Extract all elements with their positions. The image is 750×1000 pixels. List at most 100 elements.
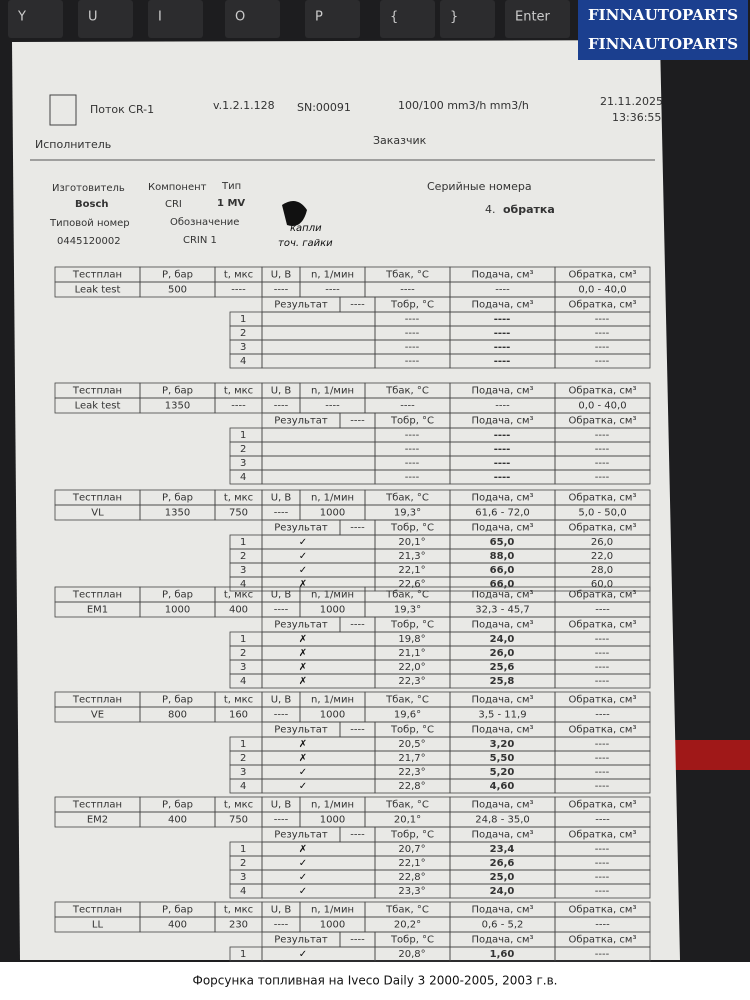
- result-header: Подача, см³: [471, 725, 533, 736]
- value: 4.: [485, 203, 496, 216]
- column-header: Тестплан: [72, 695, 122, 706]
- result-header: Тобр, °C: [390, 830, 434, 841]
- cell-value: 20,2°: [394, 920, 421, 931]
- column-header: n, 1/мин: [311, 270, 354, 281]
- result-header: Результат: [274, 830, 328, 841]
- cell-value: 19,3°: [394, 605, 421, 616]
- time: 13:36:55: [612, 111, 661, 124]
- date: 21.11.2025: [600, 95, 663, 108]
- column-header: Tбак, °C: [385, 493, 429, 504]
- row-number: 2: [240, 444, 246, 455]
- return: 26,0: [591, 537, 613, 548]
- key-label: O: [235, 10, 245, 25]
- temperature: ----: [405, 328, 420, 339]
- cell-value: 800: [168, 710, 187, 721]
- cell-value: ----: [595, 920, 610, 931]
- cell-value: 1000: [165, 605, 190, 616]
- cell-value: Leak test: [75, 401, 121, 412]
- key: [225, 0, 280, 38]
- feed: ----: [494, 328, 511, 339]
- feed: 66,0: [490, 565, 515, 576]
- result-header: Тобр, °C: [390, 300, 434, 311]
- serial: SN:00091: [297, 101, 351, 114]
- cell-value: 500: [168, 285, 187, 296]
- cell-value: LL: [92, 920, 104, 931]
- return: ----: [595, 844, 610, 855]
- cell-value: ----: [274, 710, 289, 721]
- column-header: Tбак, °C: [385, 590, 429, 601]
- return: ----: [595, 858, 610, 869]
- temperature: 20,1°: [398, 537, 425, 548]
- column-header: Обратка, см³: [569, 800, 637, 811]
- feed: 65,0: [490, 537, 515, 548]
- cell-value: ----: [274, 920, 289, 931]
- temperature: 22,8°: [398, 872, 425, 883]
- cell-value: ----: [274, 285, 289, 296]
- column-header: t, мкс: [224, 270, 253, 281]
- return: ----: [595, 676, 610, 687]
- column-header: Обратка, см³: [569, 270, 637, 281]
- feed: 25,8: [490, 676, 515, 687]
- column-header: Tбак, °C: [385, 386, 429, 397]
- check-mark: ✓: [299, 551, 307, 562]
- check-mark: ✗: [299, 662, 307, 673]
- temperature: ----: [405, 444, 420, 455]
- watermark-box: [578, 0, 748, 60]
- return: ----: [595, 767, 610, 778]
- temperature: 22,1°: [398, 565, 425, 576]
- column-header: U, В: [271, 695, 292, 706]
- cell-value: VL: [91, 508, 104, 519]
- column-header: Tбак, °C: [385, 800, 429, 811]
- program: Поток CR-1: [90, 103, 154, 116]
- cell-value: ----: [400, 285, 415, 296]
- cell-value: ----: [274, 815, 289, 826]
- result-header: ----: [350, 523, 365, 534]
- result-header: Обратка, см³: [569, 523, 637, 534]
- row-number: 4: [240, 579, 246, 590]
- cell-value: 0,6 - 5,2: [482, 920, 524, 931]
- cell-value: ----: [325, 285, 340, 296]
- result-header: ----: [350, 725, 365, 736]
- row-number: 1: [240, 634, 246, 645]
- column-header: Подача, см³: [471, 800, 533, 811]
- temperature: 21,7°: [398, 753, 425, 764]
- check-mark: ✗: [299, 579, 307, 590]
- key: [148, 0, 203, 38]
- return: ----: [595, 328, 610, 339]
- column-header: Р, бар: [162, 590, 193, 601]
- column-header: t, мкс: [224, 493, 253, 504]
- units: 100/100 mm3/h mm3/h: [398, 99, 529, 112]
- cell-value: ----: [231, 401, 246, 412]
- value: обратка: [503, 203, 555, 216]
- column-header: Тестплан: [72, 493, 122, 504]
- column-header: Тестплан: [72, 270, 122, 281]
- return: ----: [595, 781, 610, 792]
- key-label: }: [450, 10, 458, 25]
- feed: 25,6: [490, 662, 515, 673]
- label: Тип: [221, 181, 241, 192]
- column-header: Tбак, °C: [385, 270, 429, 281]
- cell-value: 19,3°: [394, 508, 421, 519]
- cell-value: ----: [595, 605, 610, 616]
- temperature: 21,1°: [398, 648, 425, 659]
- feed: ----: [494, 472, 511, 483]
- temperature: ----: [405, 458, 420, 469]
- cell-value: 20,1°: [394, 815, 421, 826]
- temperature: 22,0°: [398, 662, 425, 673]
- column-header: Тестплан: [72, 590, 122, 601]
- return: ----: [595, 662, 610, 673]
- result-header: Обратка, см³: [569, 620, 637, 631]
- row-number: 2: [240, 753, 246, 764]
- row-number: 4: [240, 781, 246, 792]
- icon: [49, 94, 77, 126]
- version: v.1.2.1.128: [213, 99, 275, 112]
- temperature: 20,7°: [398, 844, 425, 855]
- row-number: 3: [240, 342, 246, 353]
- column-header: Обратка, см³: [569, 905, 637, 916]
- column-header: t, мкс: [224, 800, 253, 811]
- cell-value: 0,0 - 40,0: [578, 285, 626, 296]
- row-number: 1: [240, 537, 246, 548]
- row-number: 1: [240, 739, 246, 750]
- cell-value: 400: [229, 605, 248, 616]
